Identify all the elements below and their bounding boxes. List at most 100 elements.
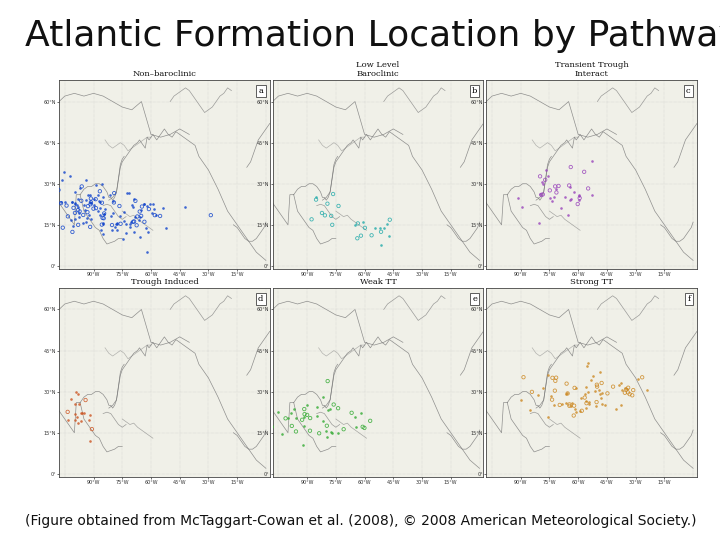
Point	[81, 208, 93, 217]
Point	[538, 180, 549, 188]
Point	[536, 191, 547, 199]
Point	[545, 392, 557, 400]
Point	[108, 198, 120, 207]
Point	[69, 399, 81, 408]
Point	[138, 200, 150, 208]
Point	[132, 212, 143, 221]
Point	[299, 405, 310, 414]
Point	[313, 429, 325, 437]
Point	[575, 394, 587, 402]
Point	[105, 212, 117, 220]
Point	[594, 389, 606, 398]
Point	[51, 205, 63, 213]
Point	[534, 190, 546, 199]
Point	[627, 386, 639, 394]
Point	[88, 204, 99, 213]
Point	[90, 195, 102, 204]
Point	[276, 430, 287, 439]
Point	[321, 421, 333, 430]
Point	[622, 388, 634, 397]
Title: Non–baroclinic: Non–baroclinic	[132, 70, 197, 78]
Point	[67, 227, 78, 236]
Point	[550, 373, 562, 382]
Point	[518, 373, 529, 382]
Point	[571, 408, 582, 417]
Point	[526, 388, 538, 396]
Point	[73, 400, 84, 408]
Point	[107, 221, 118, 230]
Point	[544, 186, 556, 195]
Text: (Figure obtained from McTaggart-Cowan et al. (2008), © 2008 American Meteorologi: (Figure obtained from McTaggart-Cowan et…	[25, 514, 697, 528]
Point	[69, 208, 81, 217]
Point	[73, 195, 84, 204]
Point	[325, 212, 337, 220]
Point	[96, 213, 108, 222]
Point	[290, 427, 302, 436]
Text: f: f	[688, 295, 690, 303]
Text: a: a	[258, 87, 264, 95]
Point	[549, 386, 561, 395]
Point	[551, 188, 562, 197]
Point	[359, 224, 371, 232]
Point	[352, 219, 364, 228]
Point	[134, 207, 145, 216]
Point	[581, 361, 593, 370]
Point	[118, 217, 130, 225]
Point	[597, 400, 608, 408]
Point	[555, 204, 567, 212]
Point	[572, 200, 583, 208]
Point	[83, 211, 94, 220]
Point	[107, 208, 119, 217]
Point	[583, 400, 595, 409]
Point	[75, 417, 86, 426]
Point	[120, 220, 132, 228]
Point	[325, 428, 337, 437]
Point	[133, 216, 145, 225]
Point	[158, 204, 169, 213]
Point	[317, 417, 328, 426]
Title: Transient Trough
Interact: Transient Trough Interact	[554, 61, 629, 78]
Point	[135, 233, 146, 241]
Point	[375, 240, 387, 249]
Point	[616, 386, 628, 394]
Point	[143, 228, 154, 237]
Point	[322, 199, 333, 208]
Point	[76, 182, 88, 191]
Point	[84, 190, 96, 199]
Point	[581, 397, 593, 406]
Point	[282, 413, 293, 422]
Point	[524, 406, 536, 414]
Point	[111, 220, 122, 229]
Point	[562, 389, 573, 397]
Point	[84, 198, 96, 206]
Point	[580, 383, 592, 391]
Point	[532, 390, 544, 399]
Point	[545, 194, 557, 202]
Point	[97, 219, 109, 228]
Point	[73, 390, 84, 399]
Point	[85, 215, 96, 224]
Point	[109, 189, 120, 198]
Point	[584, 397, 595, 406]
Point	[59, 197, 71, 206]
Point	[324, 404, 336, 413]
Point	[98, 230, 109, 239]
Point	[127, 203, 139, 212]
Point	[338, 425, 349, 434]
Point	[350, 423, 361, 431]
Point	[543, 172, 554, 181]
Title: Strong TT: Strong TT	[570, 278, 613, 286]
Point	[297, 415, 308, 424]
Point	[109, 223, 121, 232]
Point	[117, 234, 128, 243]
Point	[305, 414, 316, 422]
Point	[565, 163, 577, 171]
Point	[326, 220, 338, 229]
Point	[585, 375, 597, 384]
Point	[142, 201, 153, 210]
Point	[84, 410, 95, 419]
Title: Weak TT: Weak TT	[359, 278, 397, 286]
Point	[570, 404, 581, 413]
Point	[560, 390, 572, 399]
Point	[318, 393, 329, 402]
